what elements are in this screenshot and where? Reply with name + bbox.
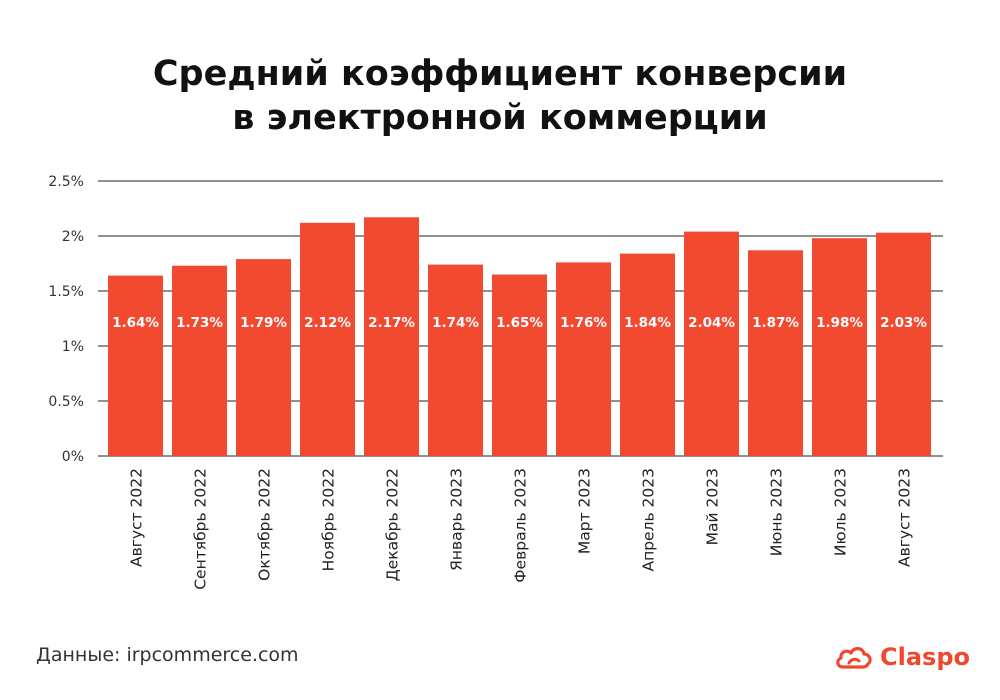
logo-text: Claspo <box>880 643 970 671</box>
data-label: 1.79% <box>240 315 287 331</box>
bar <box>236 259 291 456</box>
x-tick-label: Сентябрь 2022 <box>192 468 210 590</box>
bar <box>364 217 419 456</box>
bar <box>108 275 163 456</box>
data-label: 2.12% <box>304 315 351 331</box>
x-tick-label: Июнь 2023 <box>768 468 786 556</box>
data-label: 2.04% <box>688 315 735 331</box>
bar <box>556 262 611 456</box>
x-tick-label: Январь 2023 <box>448 468 466 571</box>
chart-title-line-2: в электронной коммерции <box>232 98 768 138</box>
bar <box>876 232 931 456</box>
x-tick-label: Август 2022 <box>128 468 146 567</box>
data-label: 1.87% <box>752 315 799 331</box>
x-tick-label: Февраль 2023 <box>512 468 530 583</box>
claspo-logo: Claspo <box>834 640 970 674</box>
x-tick-label: Март 2023 <box>576 468 594 554</box>
bar <box>620 253 675 456</box>
bar <box>812 238 867 456</box>
y-tick-label: 1% <box>62 339 84 355</box>
bar <box>300 222 355 456</box>
data-label: 1.84% <box>624 315 671 331</box>
data-label: 1.73% <box>176 315 223 331</box>
data-label: 2.17% <box>368 315 415 331</box>
data-label: 2.03% <box>880 315 927 331</box>
data-label: 1.74% <box>432 315 479 331</box>
cloud-icon <box>836 647 872 669</box>
x-tick-label: Май 2023 <box>704 468 722 545</box>
data-label: 1.76% <box>560 315 607 331</box>
y-tick-label: 2.5% <box>48 174 84 190</box>
chart-title: Средний коэффициент конверсии в электрон… <box>0 52 1000 140</box>
bar <box>428 264 483 456</box>
x-tick-label: Август 2023 <box>896 468 914 567</box>
x-tick-label: Ноябрь 2022 <box>320 468 338 571</box>
y-tick-label: 0% <box>62 449 84 465</box>
bar <box>492 274 547 456</box>
y-tick-label: 0.5% <box>48 394 84 410</box>
data-label: 1.98% <box>816 315 863 331</box>
data-label: 1.64% <box>112 315 159 331</box>
chart-title-line-1: Средний коэффициент конверсии <box>152 54 848 94</box>
x-tick-label: Октябрь 2022 <box>256 468 274 581</box>
bar <box>684 231 739 456</box>
x-tick-label: Апрель 2023 <box>640 468 658 572</box>
data-source-note: Данные: irpcommerce.com <box>36 644 299 666</box>
y-tick-label: 1.5% <box>48 284 84 300</box>
y-tick-label: 2% <box>62 229 84 245</box>
data-label: 1.65% <box>496 315 543 331</box>
bar <box>748 250 803 456</box>
x-tick-label: Июль 2023 <box>832 468 850 556</box>
bar-chart: 0% 0.5% 1% 1.5% 2% 2.5% 1.64% Август 2022 1.73% С… <box>48 174 943 590</box>
bar <box>172 265 227 456</box>
x-tick-label: Декабрь 2022 <box>384 468 402 581</box>
